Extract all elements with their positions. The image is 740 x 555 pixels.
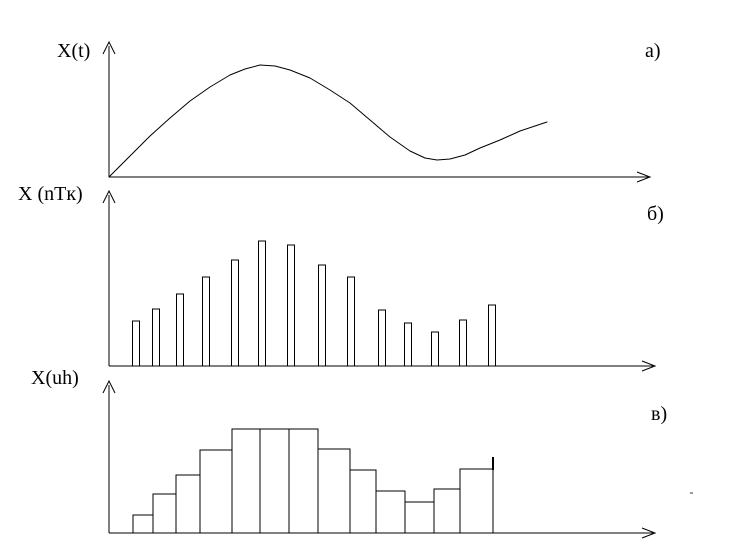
sample-bar-b-4	[231, 259, 239, 367]
sample-bar-b-5	[258, 240, 266, 367]
quantized-column-c-6	[288, 428, 319, 534]
sample-bar-b-0	[132, 320, 140, 367]
sample-bar-b-1	[152, 308, 160, 367]
sample-bar-b-10	[404, 322, 412, 367]
sample-bar-b-8	[347, 276, 355, 367]
quantized-column-c-8	[349, 469, 377, 534]
quantized-column-c-4	[231, 428, 261, 534]
y-axis-arrow-icon-c	[102, 379, 116, 394]
y-axis-label-c: X(uh)	[31, 367, 79, 389]
quantized-column-c-5	[259, 428, 290, 534]
panel-tag-c: в)	[651, 403, 668, 425]
quantized-column-c-2	[175, 474, 201, 534]
quantized-column-c-12	[459, 468, 494, 534]
x-axis-arrow-icon-b	[641, 360, 657, 372]
sample-bar-b-11	[431, 331, 439, 367]
y-axis-arrow-icon-b	[102, 189, 116, 204]
sample-bar-b-3	[202, 276, 210, 367]
signal-curve-a	[108, 64, 548, 178]
quantized-column-c-3	[199, 449, 233, 534]
sample-bar-b-6	[287, 244, 295, 367]
sample-bar-b-12	[459, 319, 467, 367]
y-axis-label-a: X(t)	[57, 40, 91, 62]
quantized-column-c-0	[132, 514, 154, 534]
y-axis-arrow-icon-a	[102, 40, 116, 55]
sample-bar-b-9	[378, 309, 386, 367]
x-axis-arrow-icon-a	[636, 171, 652, 183]
quantized-column-c-10	[404, 501, 435, 534]
quantized-column-c-9	[375, 490, 406, 534]
y-axis-label-b: X (nTк)	[18, 183, 83, 205]
quantized-column-c-11	[433, 488, 461, 534]
sample-bar-b-13	[488, 304, 496, 367]
sample-bar-b-2	[176, 293, 184, 367]
x-axis-arrow-icon-c	[641, 527, 657, 539]
quantized-column-c-7	[317, 448, 351, 534]
panel-tag-a: а)	[645, 40, 661, 62]
sample-bar-b-7	[318, 264, 326, 367]
dust-speck	[690, 492, 693, 494]
quantized-column-c-1	[152, 493, 177, 534]
panel-tag-b: б)	[647, 203, 664, 225]
